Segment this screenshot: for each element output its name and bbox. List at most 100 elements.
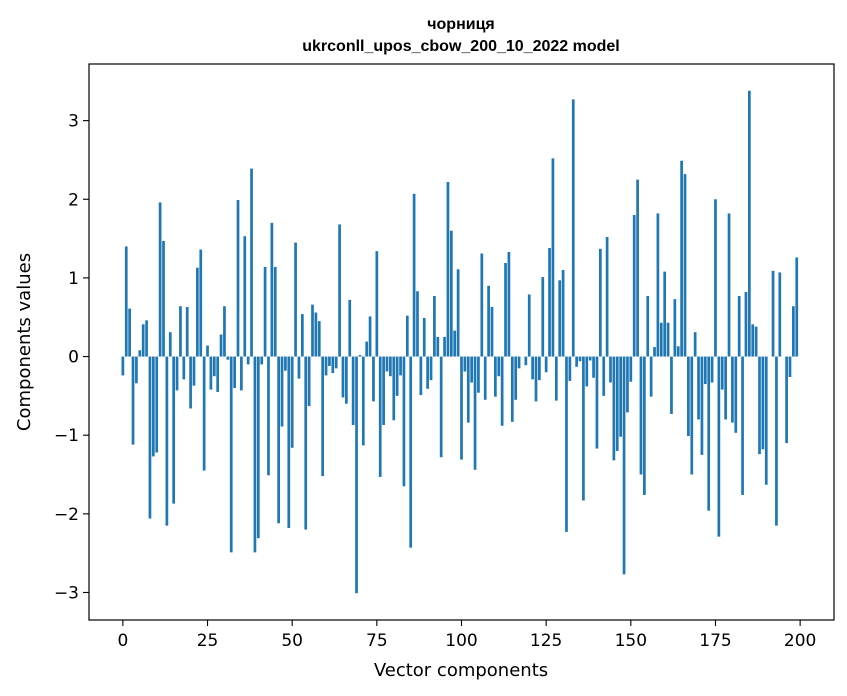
x-tick-label: 0 (117, 631, 128, 651)
bar (131, 356, 135, 445)
bar (676, 346, 680, 357)
bar (517, 356, 521, 369)
x-axis-ticks: 0 25 50 75 100 125 150 175 200 (117, 620, 816, 651)
bar (246, 356, 250, 365)
bar (582, 356, 585, 501)
bar (260, 356, 264, 365)
bar (185, 307, 189, 357)
bar (470, 356, 474, 383)
bar (639, 356, 643, 475)
bar (626, 356, 629, 413)
bar (341, 356, 345, 398)
bar (629, 356, 633, 382)
bar (212, 356, 216, 377)
bar (463, 356, 467, 372)
bar (598, 248, 602, 357)
bar (304, 356, 308, 530)
bar (703, 356, 707, 385)
bar (236, 200, 240, 357)
bar (138, 350, 142, 357)
bar (375, 251, 379, 357)
bar (737, 295, 741, 357)
bar (551, 158, 555, 357)
bar (670, 356, 673, 414)
bar (433, 295, 436, 357)
bar (446, 181, 450, 357)
bar (731, 356, 734, 423)
bar (578, 356, 582, 362)
bar (609, 356, 612, 383)
bar (229, 356, 233, 553)
bar (287, 356, 291, 528)
bar (202, 356, 206, 471)
bar (477, 356, 480, 393)
bar (189, 356, 192, 409)
bar (395, 356, 399, 396)
bar (568, 356, 572, 381)
bar (378, 356, 382, 477)
bar (162, 240, 165, 357)
bar (771, 270, 775, 357)
bar (687, 356, 690, 436)
chart-title-line1: чорниця (427, 16, 495, 33)
bar (280, 356, 284, 427)
bar (402, 356, 406, 487)
bar (700, 356, 704, 455)
bar (348, 299, 352, 357)
bar (524, 356, 528, 366)
x-tick-label: 50 (281, 631, 303, 651)
bar (151, 356, 155, 457)
bar (693, 332, 697, 357)
bar (270, 222, 274, 357)
bar (707, 356, 711, 511)
bar (405, 315, 409, 357)
bar (741, 356, 744, 495)
bar (182, 356, 186, 380)
bar (538, 356, 541, 381)
bar (592, 356, 595, 378)
bar (680, 160, 683, 357)
y-axis-ticks: −3 −2 −1 0 1 2 3 (54, 112, 89, 603)
bar (666, 322, 670, 357)
bar (690, 356, 694, 475)
bar (527, 294, 531, 357)
bar (619, 356, 623, 437)
bar (355, 356, 358, 594)
y-tick-label: −3 (54, 583, 79, 603)
bar (338, 224, 341, 357)
bar (314, 312, 318, 357)
bar (321, 356, 325, 477)
bar (368, 316, 372, 357)
bar (541, 277, 545, 357)
bar (426, 356, 429, 389)
bar (233, 356, 236, 389)
x-tick-label: 25 (197, 631, 219, 651)
bar (135, 356, 138, 384)
bar (504, 262, 507, 357)
bar (571, 99, 575, 357)
bar (636, 179, 639, 357)
bar (622, 356, 626, 575)
bar (714, 199, 717, 357)
y-tick-label: 0 (68, 348, 79, 368)
bar (497, 356, 501, 377)
bar (792, 306, 795, 357)
bar (294, 242, 297, 357)
bar (734, 356, 738, 433)
bar (785, 356, 788, 444)
bar (168, 332, 172, 357)
bar (615, 356, 619, 451)
bar (277, 356, 280, 524)
x-tick-label: 150 (615, 631, 647, 651)
bar (216, 356, 220, 392)
bar (124, 246, 128, 357)
bar (554, 356, 558, 401)
y-tick-label: 1 (68, 269, 79, 289)
bar (510, 356, 514, 422)
bar (256, 356, 260, 539)
y-tick-label: −2 (54, 505, 79, 525)
bar (155, 356, 159, 453)
bar (595, 356, 599, 449)
